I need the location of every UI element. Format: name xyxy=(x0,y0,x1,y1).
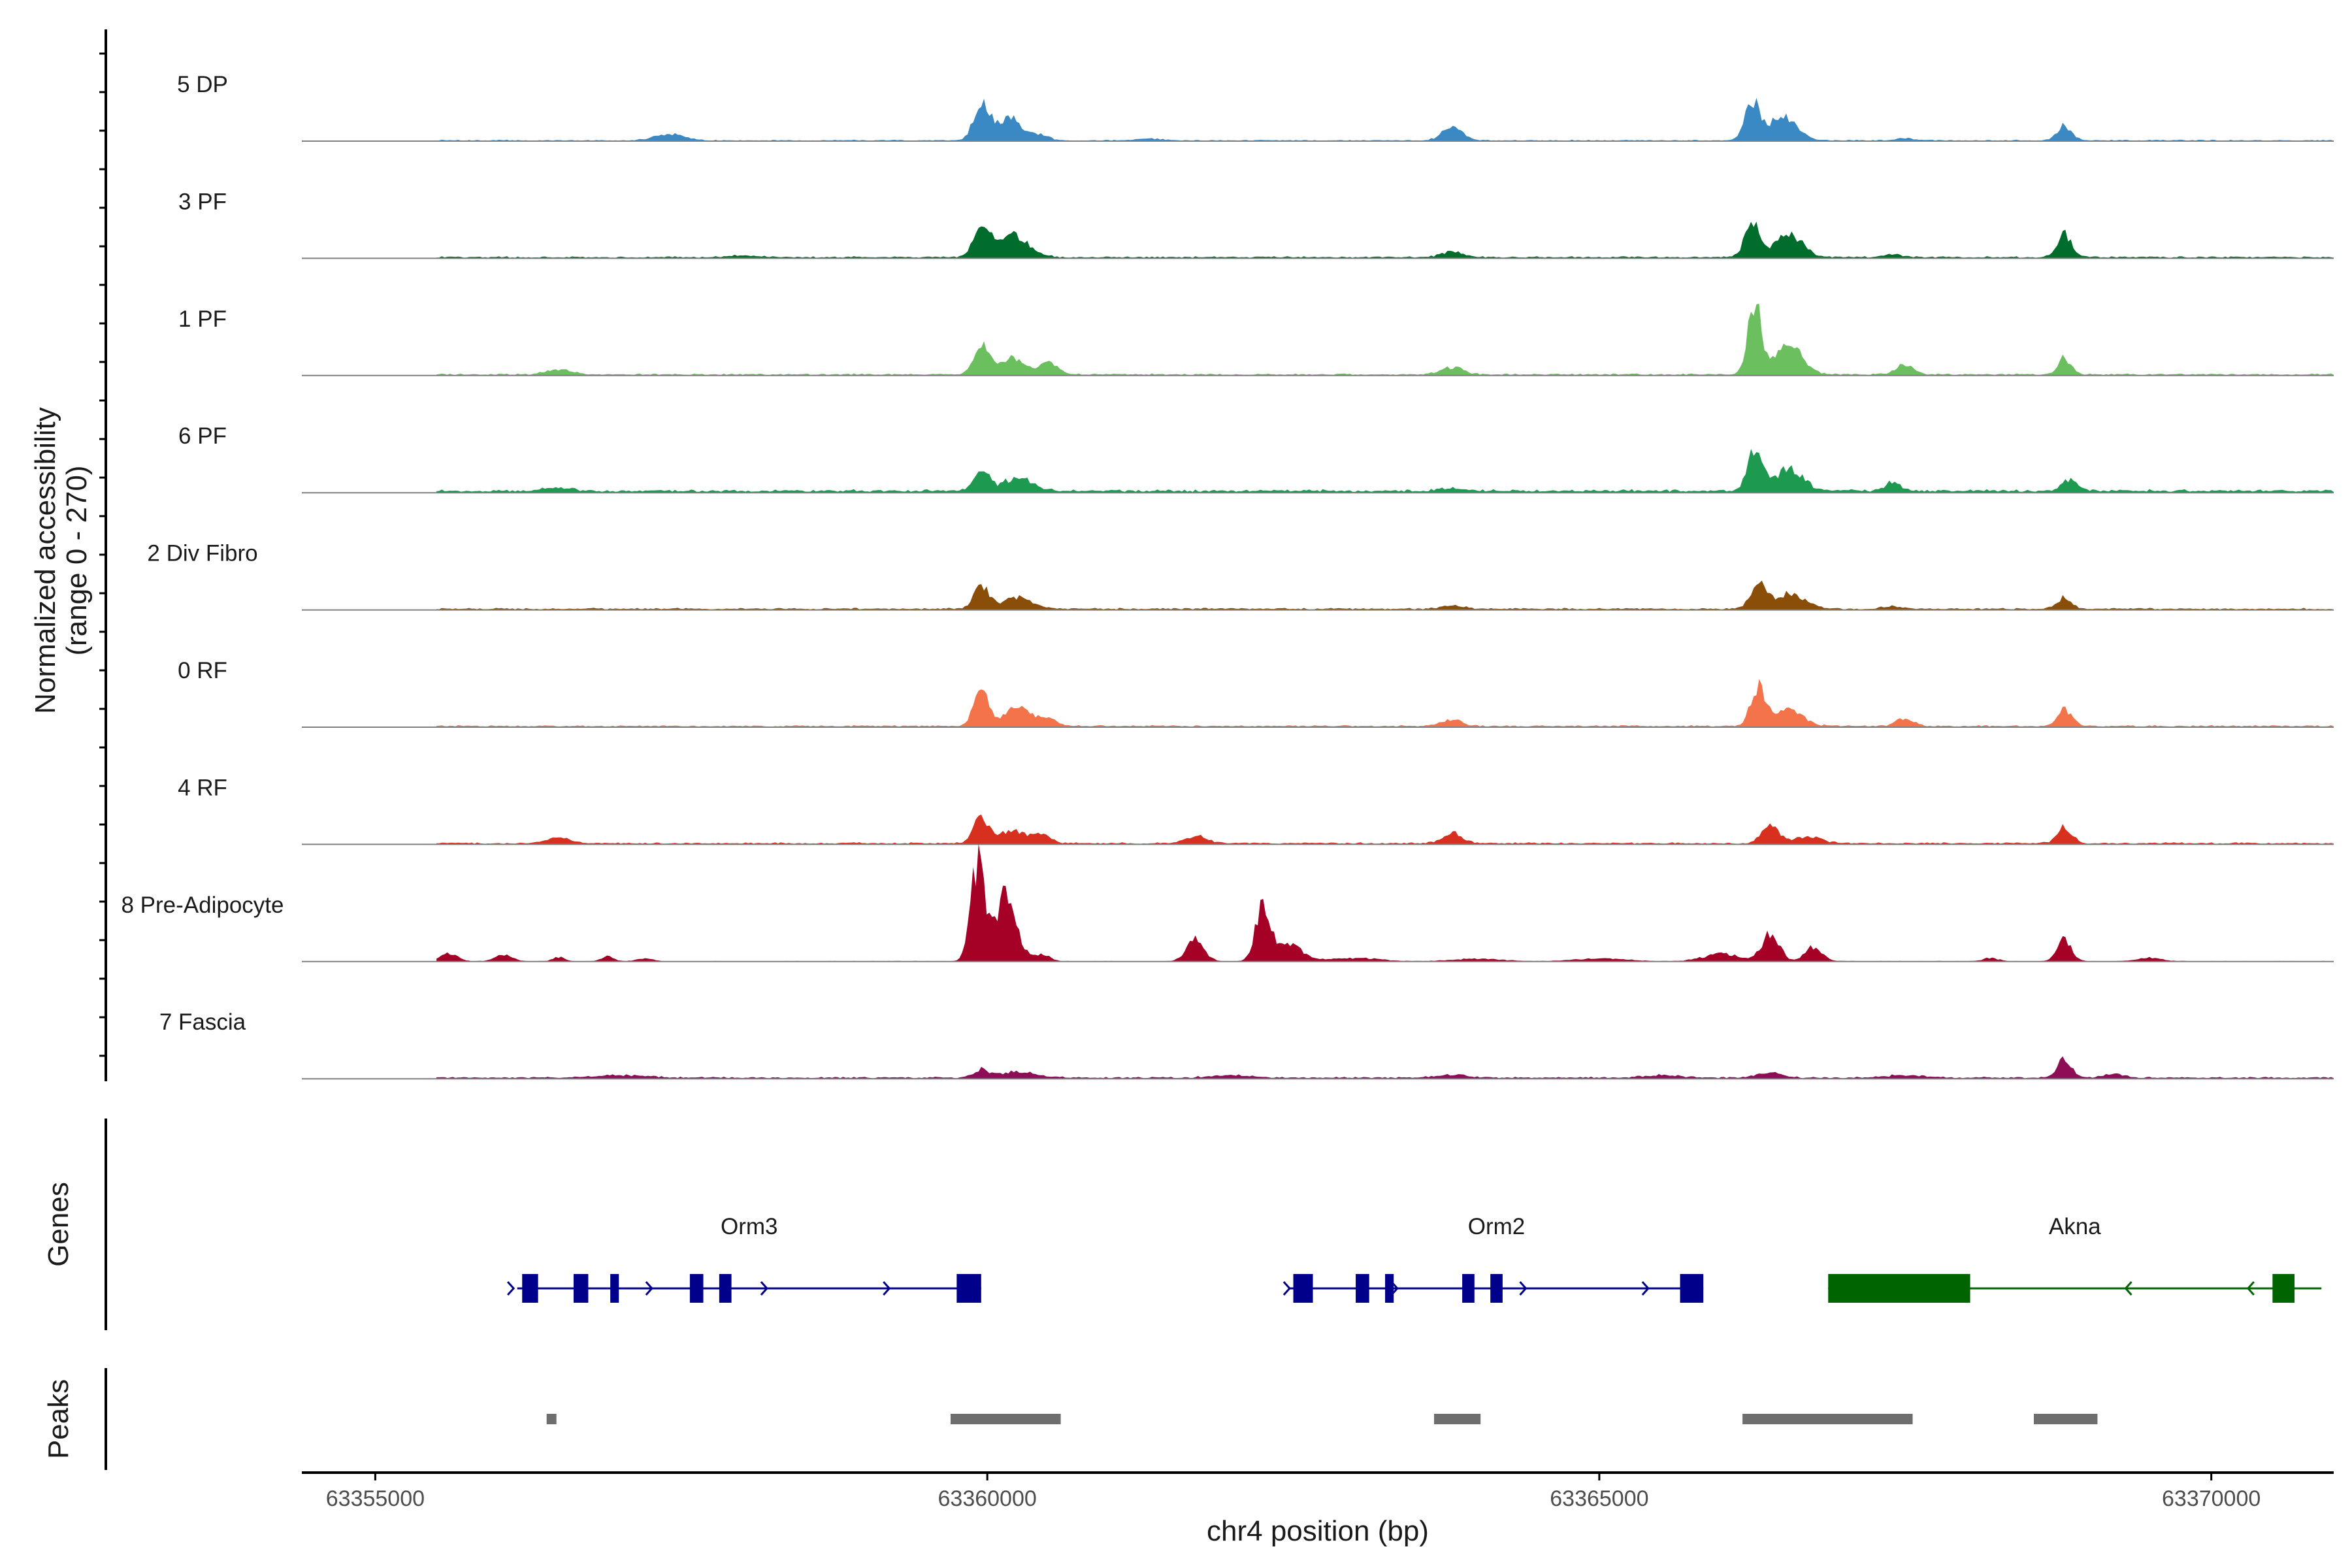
y-axis-title-line1: Normalized accessibility xyxy=(29,407,61,713)
genes-panel-title: Genes xyxy=(42,1182,74,1267)
coverage-area xyxy=(436,97,2334,141)
coverage-area xyxy=(436,1056,2334,1079)
peak-regions xyxy=(546,1414,2098,1424)
peaks-panel-title: Peaks xyxy=(42,1379,74,1459)
strand-arrow-icon xyxy=(883,1281,891,1296)
x-axis-ticks: 63355000 63360000 63365000 63370000 xyxy=(326,1473,2261,1511)
coverage-tracks: 5 DP 3 PF 1 PF 6 PF 2 Div Fibro 0 RF 4 RF 8 Pre… xyxy=(121,72,2334,1080)
track-0-rf: 0 RF xyxy=(178,658,2334,728)
genes-panel: Genes Orm3 Orm2 Akna xyxy=(42,1119,2322,1330)
gene-exon xyxy=(1385,1274,1394,1303)
x-axis-title: chr4 position (bp) xyxy=(1207,1515,1429,1547)
strand-arrow-icon xyxy=(506,1281,515,1296)
gene-exon xyxy=(610,1274,619,1303)
x-axis: 63355000 63360000 63365000 63370000 chr4 po… xyxy=(302,1471,2334,1547)
coverage-area xyxy=(436,843,2334,962)
gene-label: Orm3 xyxy=(721,1214,778,1239)
peak-region xyxy=(1433,1414,1481,1424)
gene-akna: Akna xyxy=(1828,1214,2322,1303)
gene-label: Akna xyxy=(2049,1214,2101,1239)
track-label: 6 PF xyxy=(178,423,227,449)
gene-exon xyxy=(522,1274,538,1303)
track-3-pf: 3 PF xyxy=(178,189,2334,259)
track-7-fascia: 7 Fascia xyxy=(159,1009,2334,1080)
track-6-pf: 6 PF xyxy=(178,423,2334,494)
peak-region xyxy=(950,1414,1061,1424)
track-8-pre-adipocyte: 8 Pre-Adipocyte xyxy=(121,843,2334,962)
coverage-area xyxy=(436,814,2334,845)
gene-exon xyxy=(1490,1274,1503,1303)
peak-region xyxy=(2033,1414,2098,1424)
strand-arrow-icon xyxy=(645,1281,653,1296)
track-label: 3 PF xyxy=(178,189,227,214)
gene-exon xyxy=(1828,1274,1970,1303)
x-tick-label: 63360000 xyxy=(938,1486,1037,1511)
track-label: 2 Div Fibro xyxy=(147,541,257,566)
gene-exon xyxy=(573,1274,589,1303)
coverage-area xyxy=(436,304,2334,376)
track-5-dp: 5 DP xyxy=(177,72,2334,142)
gene-exon xyxy=(956,1274,981,1303)
x-tick-label: 63365000 xyxy=(1550,1486,1648,1511)
gene-exon xyxy=(1293,1274,1313,1303)
gene-orm2: Orm2 xyxy=(1282,1214,1704,1303)
strand-arrow-icon xyxy=(760,1281,768,1296)
coverage-y-axis-ticks xyxy=(99,52,106,1057)
strand-arrow-icon xyxy=(1282,1281,1291,1296)
gene-exon xyxy=(1462,1274,1475,1303)
peak-region xyxy=(1742,1414,1913,1424)
track-2-div-fibro: 2 Div Fibro xyxy=(147,541,2334,611)
track-label: 0 RF xyxy=(178,658,227,683)
coverage-area xyxy=(436,449,2334,493)
track-label: 1 PF xyxy=(178,306,227,332)
track-label: 7 Fascia xyxy=(159,1009,246,1035)
gene-models: Orm3 Orm2 Akna xyxy=(506,1214,2322,1303)
strand-arrow-icon xyxy=(1641,1281,1650,1296)
track-label: 4 RF xyxy=(178,775,227,800)
gene-exon xyxy=(719,1274,732,1303)
gene-exon xyxy=(1680,1274,1704,1303)
coverage-panel-axis xyxy=(99,29,107,1081)
gene-exon xyxy=(689,1274,704,1303)
track-label: 8 Pre-Adipocyte xyxy=(121,892,284,918)
gene-label: Orm2 xyxy=(1468,1214,1526,1239)
track-1-pf: 1 PF xyxy=(178,304,2334,376)
strand-arrow-icon xyxy=(2246,1281,2255,1296)
coverage-area xyxy=(436,679,2334,727)
x-tick-label: 63370000 xyxy=(2162,1486,2261,1511)
peaks-panel: Peaks xyxy=(42,1368,2098,1470)
strand-arrow-icon xyxy=(2124,1281,2132,1296)
gene-exon xyxy=(2272,1274,2295,1303)
x-tick-label: 63355000 xyxy=(326,1486,425,1511)
coverage-area xyxy=(436,221,2334,259)
gene-exon xyxy=(1356,1274,1369,1303)
track-label: 5 DP xyxy=(177,72,228,97)
strand-arrow-icon xyxy=(1519,1281,1527,1296)
y-axis-title-line2: (range 0 - 270) xyxy=(61,465,93,655)
track-4-rf: 4 RF xyxy=(178,775,2334,845)
gene-orm3: Orm3 xyxy=(506,1214,981,1303)
peak-region xyxy=(546,1414,557,1424)
coverage-area xyxy=(436,580,2334,610)
